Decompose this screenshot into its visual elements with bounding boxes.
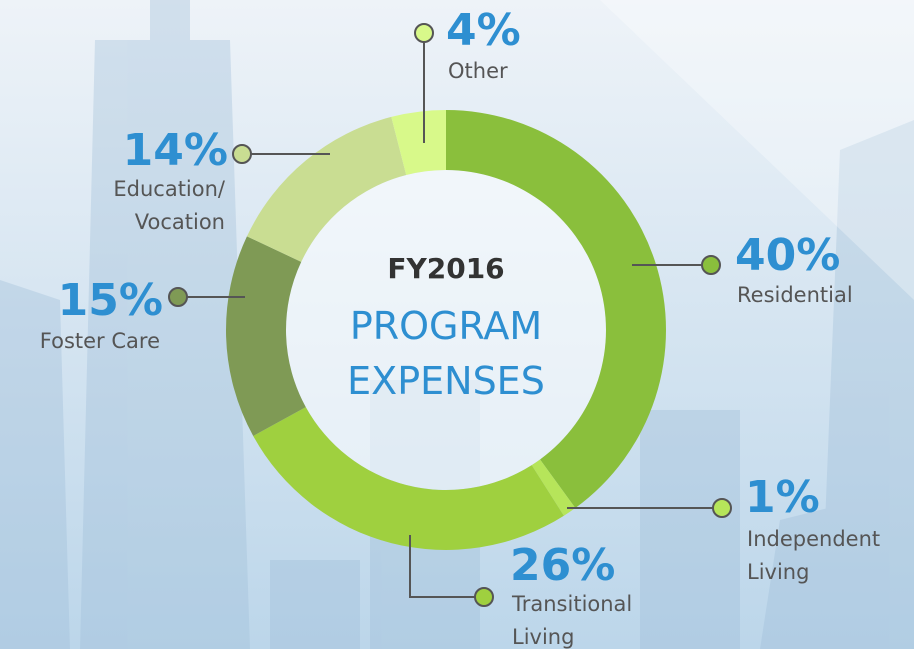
category-label: Independent Living (747, 527, 880, 584)
donut-segment (446, 110, 666, 508)
value-label: 15% (58, 275, 163, 326)
category-label: Foster Care (40, 329, 160, 353)
value-label: 4% (446, 5, 521, 56)
leader-dot (474, 587, 494, 607)
leader-line (409, 535, 484, 598)
donut-segment (391, 110, 446, 176)
leader-dot (414, 23, 434, 43)
leader-dot (712, 498, 732, 518)
category-label: Residential (737, 283, 853, 307)
donut-hole (286, 170, 606, 490)
category-label: Transitional Living (511, 592, 632, 649)
chart-title: FY2016 (387, 252, 504, 285)
light-ray (600, 0, 914, 300)
leader-dot (168, 287, 188, 307)
donut-segment (246, 116, 407, 262)
value-label: 26% (510, 540, 615, 591)
category-label: Other (448, 59, 508, 83)
donut-segment (531, 459, 576, 516)
donut-segment (225, 236, 306, 436)
leader-dot (232, 144, 252, 164)
leader-dot (701, 255, 721, 275)
donut-segment (253, 407, 564, 550)
value-label: 14% (123, 125, 228, 176)
value-label: 40% (735, 230, 840, 281)
category-label: Education/Vocation (113, 177, 226, 234)
value-label: 1% (745, 472, 820, 523)
chart-subtitle: PROGRAM EXPENSES (347, 304, 545, 403)
